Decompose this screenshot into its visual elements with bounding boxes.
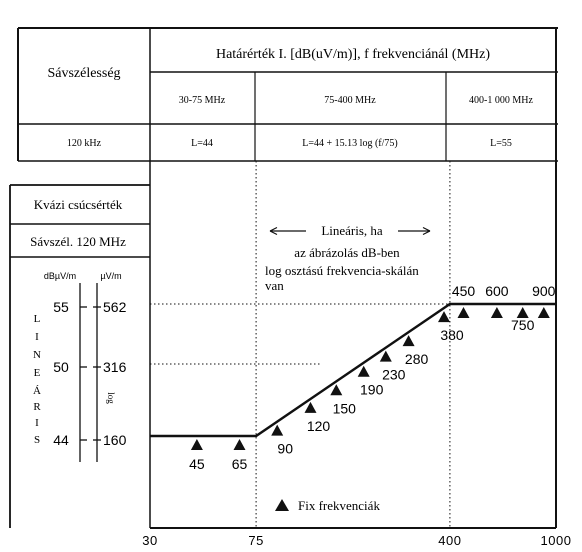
marker-label-750: 750 [511, 317, 535, 333]
legend-label: Fix frekvenciák [298, 498, 380, 513]
triangle-marker-icon [275, 499, 289, 511]
svg-text:I: I [35, 331, 39, 343]
log-vertical-label: log [106, 392, 116, 404]
triangle-marker-230 [379, 350, 392, 362]
triangle-marker-90 [271, 424, 284, 436]
limit-header: Határérték I. [dB(uV/m)], f frekvenciáná… [216, 47, 490, 62]
triangle-marker-45 [190, 439, 203, 450]
triangle-marker-450 [457, 307, 470, 318]
marker-label-90: 90 [277, 441, 293, 457]
annotation-line-2: az ábrázolás dB-ben [294, 245, 400, 260]
left-panel-frame [9, 184, 150, 528]
range-75-400: 75-400 MHz [324, 95, 376, 106]
range-400-1000: 400-1 000 MHz [469, 95, 533, 106]
marker-label-230: 230 [382, 367, 406, 383]
triangle-marker-380 [438, 311, 450, 323]
linearity-annotation [269, 226, 431, 236]
marker-label-600: 600 [485, 283, 509, 299]
triangle-marker-190 [357, 365, 370, 377]
svg-text:R: R [33, 401, 41, 413]
range-30-75: 30-75 MHz [179, 95, 226, 106]
left-scale-rulers [79, 283, 101, 462]
reference-gridlines [150, 161, 556, 528]
triangle-marker-900 [537, 307, 550, 318]
bandwidth-value: 120 kHz [67, 138, 102, 149]
unit-uv-label: µV/m [100, 271, 121, 281]
marker-label-450: 450 [452, 283, 476, 299]
svg-text:E: E [34, 367, 41, 379]
svg-text:S: S [34, 434, 40, 446]
triangle-marker-150 [330, 384, 343, 396]
svg-text:I: I [35, 417, 39, 429]
svg-text:L: L [34, 313, 41, 325]
triangle-marker-280 [402, 335, 415, 347]
uv-160: 160 [103, 432, 127, 448]
marker-label-900: 900 [532, 283, 556, 299]
quasi-peak-label: Kvázi csúcsérték [34, 197, 123, 212]
marker-label-150: 150 [333, 400, 357, 416]
formula-high: L=55 [490, 138, 512, 149]
marker-label-190: 190 [360, 382, 384, 398]
bandwidth-mhz-label: Sávszél. 120 MHz [30, 234, 126, 249]
fixed-frequency-markers [190, 307, 550, 450]
db-44: 44 [53, 432, 69, 448]
marker-label-120: 120 [307, 418, 331, 434]
legend: Fix frekvenciák [275, 498, 380, 513]
annotation-line-1: Lineáris, ha [321, 223, 383, 238]
marker-label-380: 380 [440, 327, 464, 343]
svg-text:Á: Á [33, 385, 41, 397]
linear-vertical-label: L I N E Á R I S [33, 313, 41, 446]
triangle-marker-65 [233, 439, 246, 450]
db-50: 50 [53, 359, 69, 375]
formula-low: L=44 [191, 138, 213, 149]
bandwidth-header: Sávszélesség [47, 66, 120, 81]
limit-line [150, 302, 556, 438]
x-axis-ticks: 30 75 400 1000 [142, 533, 571, 548]
formula-mid: L=44 + 15.13 log (f/75) [302, 138, 397, 149]
uv-562: 562 [103, 299, 127, 315]
svg-text:N: N [33, 349, 41, 361]
x-tick-75: 75 [248, 533, 263, 548]
annotation-line-4: van [265, 278, 284, 293]
triangle-marker-120 [304, 401, 317, 413]
marker-label-45: 45 [189, 456, 205, 472]
marker-label-65: 65 [232, 456, 248, 472]
limit-table [17, 27, 558, 528]
triangle-marker-600 [490, 307, 503, 318]
x-tick-400: 400 [438, 533, 461, 548]
x-tick-30: 30 [142, 533, 157, 548]
unit-db-label: dBµV/m [44, 271, 76, 281]
annotation-line-3: log osztású frekvencia-skálán [265, 263, 419, 278]
marker-label-280: 280 [405, 351, 429, 367]
uv-316: 316 [103, 359, 127, 375]
db-55: 55 [53, 299, 69, 315]
triangle-marker-750 [516, 307, 529, 318]
x-tick-1000: 1000 [541, 533, 572, 548]
